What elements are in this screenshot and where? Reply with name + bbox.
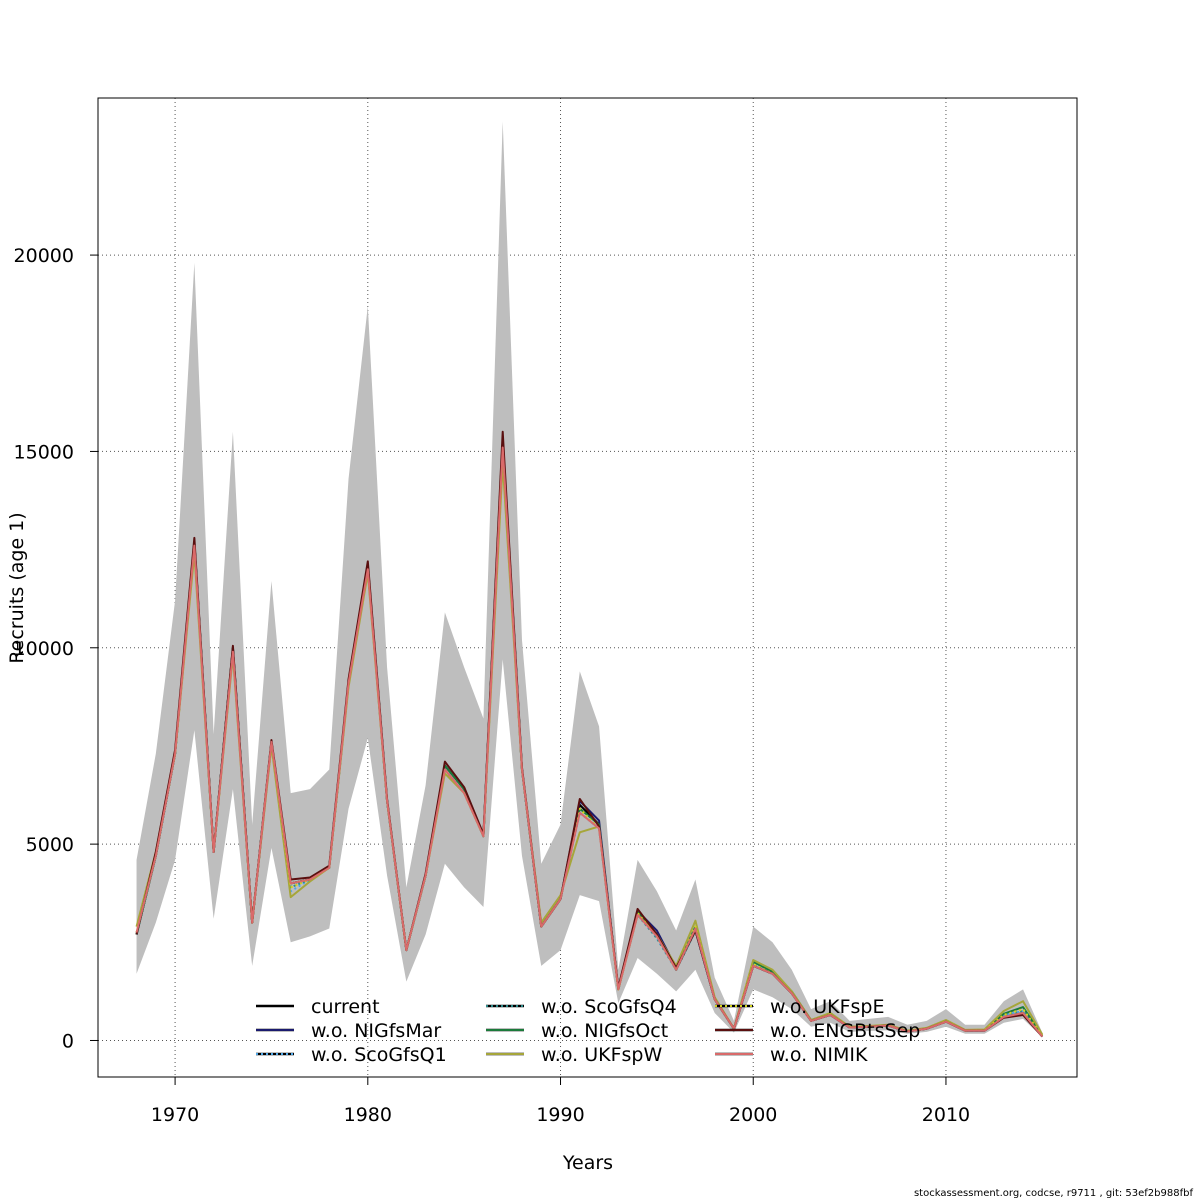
y-tick-label-2: 10000 bbox=[14, 638, 74, 660]
y-tick-label-4: 20000 bbox=[14, 245, 74, 267]
legend-label-3: w.o. ScoGfsQ4 bbox=[541, 996, 677, 1018]
y-tick-label-0: 0 bbox=[62, 1030, 74, 1052]
y-axis-title: Recruits (age 1) bbox=[6, 512, 28, 663]
legend-label-6: w.o. UKFspE bbox=[770, 996, 884, 1018]
legend-label-4: w.o. NIGfsOct bbox=[541, 1020, 668, 1042]
confidence-band-layer bbox=[136, 121, 1043, 1038]
grid-layer bbox=[98, 98, 1077, 1077]
series-layer bbox=[135, 430, 1044, 1038]
legend-label-1: w.o. NIGfsMar bbox=[311, 1020, 441, 1042]
x-tick-label-0: 1970 bbox=[151, 1104, 199, 1126]
y-tick-label-3: 15000 bbox=[14, 441, 74, 463]
plot-frame bbox=[97, 97, 1078, 1078]
confidence-band bbox=[136, 121, 1043, 1038]
axis-layer: 1970 1980 1990 2000 2010 0 5000 10000 15000 20000 bbox=[14, 245, 971, 1126]
x-tick-label-3: 2000 bbox=[729, 1104, 777, 1126]
legend-label-5: w.o. UKFspW bbox=[541, 1044, 662, 1066]
series-line-8 bbox=[135, 446, 1044, 1038]
x-tick-label-2: 1990 bbox=[536, 1104, 584, 1126]
x-axis-title: Years bbox=[562, 1152, 613, 1174]
footer-credit: stockassessment.org, codcse, r9711 , git… bbox=[914, 1188, 1194, 1199]
x-tick-label-1: 1980 bbox=[344, 1104, 392, 1126]
legend-label-7: w.o. ENGBtsSep bbox=[770, 1020, 920, 1042]
legend-label-8: w.o. NIMIK bbox=[770, 1044, 868, 1066]
y-tick-label-1: 5000 bbox=[26, 834, 74, 856]
legend-label-2: w.o. ScoGfsQ1 bbox=[311, 1044, 447, 1066]
x-tick-label-4: 2010 bbox=[922, 1104, 970, 1126]
legend-label-0: current bbox=[311, 996, 380, 1018]
